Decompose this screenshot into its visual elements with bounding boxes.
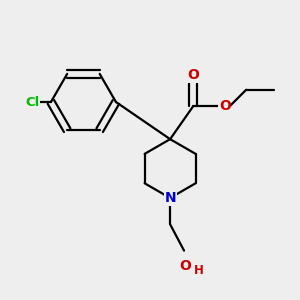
Text: O: O (219, 99, 231, 113)
Text: O: O (180, 259, 191, 273)
Text: N: N (164, 191, 176, 205)
Text: H: H (194, 264, 204, 277)
Text: O: O (187, 68, 199, 82)
Text: Cl: Cl (25, 95, 40, 109)
